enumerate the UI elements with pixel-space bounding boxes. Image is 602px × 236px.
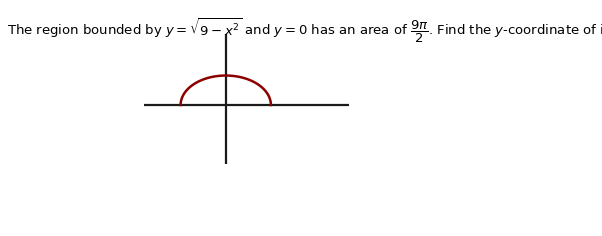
Text: The region bounded by $y = \sqrt{9 - x^2}$ and $y = 0$ has an area of $\dfrac{9\: The region bounded by $y = \sqrt{9 - x^2… [7, 17, 602, 45]
